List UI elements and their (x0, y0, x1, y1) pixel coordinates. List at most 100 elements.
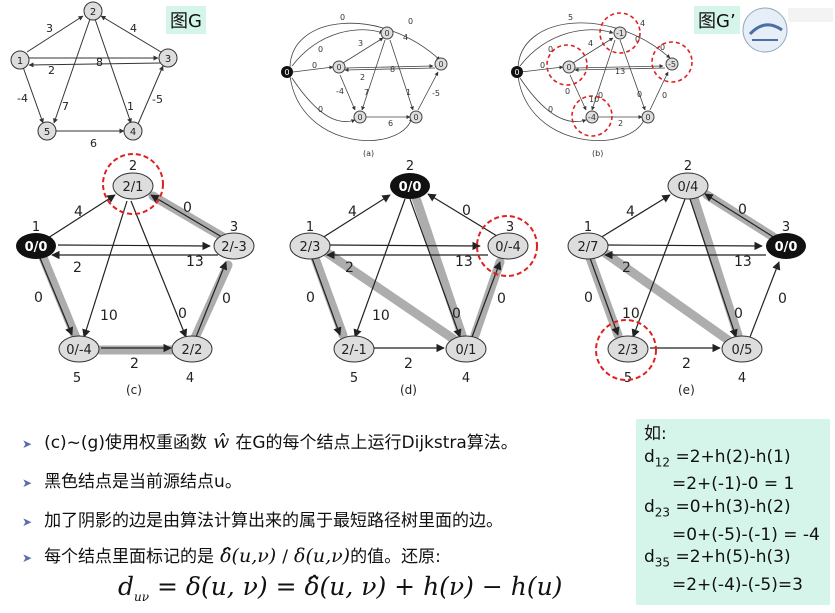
edge-weight: 10 (589, 95, 599, 104)
graph-node: 0/0 (775, 240, 798, 255)
delta-symbol: δ(u,ν) (287, 545, 351, 567)
node-id: 3 (506, 220, 514, 235)
graph-node: 3 (165, 54, 171, 65)
graph-node: 2/-1 (341, 343, 367, 358)
restore-formula: duν = δ(u, ν) = δ̂(u, ν) + h(ν) − h(u) (118, 572, 562, 604)
node-id: 1 (306, 220, 314, 235)
edge-weight: 0 (637, 90, 642, 99)
node-id: 3 (782, 220, 790, 235)
graph-node: 0 (357, 113, 362, 122)
highlight-circle (476, 215, 538, 277)
label-graph-g: 图G (166, 6, 206, 34)
edge-weight: 2 (130, 356, 139, 372)
edge-weight: 2 (360, 73, 365, 82)
bullet-text: 每个结点里面标记的是 (44, 547, 215, 567)
edge-weight: 6 (90, 137, 97, 150)
bullet-arrow-icon: ➤ (22, 551, 33, 565)
edge-weight: 13 (186, 254, 204, 270)
example-box: 如: d12 =2+h(2)-h(1) =2+(-1)-0 = 1 d23 =0… (636, 419, 830, 605)
edge-weight: 0 (222, 291, 231, 307)
edge-weight: 0 (306, 290, 315, 306)
edge-weight: 7 (364, 88, 369, 97)
edge-weight: 7 (62, 100, 69, 113)
university-logo (742, 7, 833, 53)
node-id: 5 (350, 371, 358, 386)
node-id: 5 (624, 371, 632, 386)
node-id: 4 (738, 371, 746, 386)
highlight-circles (546, 12, 693, 137)
caption-b: (b) (592, 149, 603, 158)
edge-weight: 0 (452, 306, 461, 322)
graph-node: 0 (514, 68, 519, 77)
edge-weight: 0 (660, 43, 665, 52)
edge-weight: 8 (96, 56, 103, 69)
edge-weight: 10 (100, 308, 118, 324)
caption-e: (e) (678, 383, 695, 397)
edge-weight: 0 (778, 291, 787, 307)
graph-b: 5 0 4 0 13 0 0 10 0 0 2 0 0 4 0 0 0 -1 -… (511, 12, 693, 158)
edge-weight: 3 (46, 22, 53, 35)
edge-weight: 3 (358, 39, 363, 48)
edge-weight: 0 (497, 291, 506, 307)
graph-node: 0 (384, 29, 389, 38)
node-id: 4 (462, 371, 470, 386)
edge-weight: 10 (372, 308, 390, 324)
panel-c: 4 0 13 2 0 10 0 0 2 0/0 2/1 2/-3 2/2 0/-… (16, 153, 255, 397)
bullet-text: 加了阴影的边是由算法计算出来的属于最短路径树里面的边。 (44, 511, 504, 531)
bullet-text: 在G的每个结点上运行Dijkstra算法。 (235, 433, 518, 453)
edge-weight: 0 (318, 105, 323, 114)
edge-weight: 0 (183, 200, 192, 216)
node-id: 2 (406, 159, 414, 174)
graph-node: 2/2 (182, 343, 203, 358)
edge-weight: -4 (17, 92, 28, 105)
example-d35-line2: =2+(-4)-(-5)=3 (672, 575, 803, 596)
edge-weight: 0 (584, 290, 593, 306)
example-d12-line1: d12 =2+h(2)-h(1) (644, 446, 791, 469)
edge-weight: 4 (348, 204, 357, 220)
graph-node: 1 (17, 56, 23, 67)
example-d12-line2: =2+(-1)-0 = 1 (672, 474, 795, 495)
edge-weight: 0 (548, 105, 553, 114)
edge-weight: -5 (152, 93, 163, 106)
node-id: 2 (684, 159, 692, 174)
edge-weight: 0 (178, 306, 187, 322)
graph-node: -4 (588, 113, 596, 122)
graph-node: -1 (616, 29, 624, 38)
edge-weight: 0 (565, 87, 570, 96)
edge-weight: 1 (127, 100, 134, 113)
graph-node: 2/3 (618, 343, 639, 358)
graph-node: 0/1 (456, 343, 477, 358)
bullet-1: ➤ (c)~(g)使用权重函数 ŵ 在G的每个结点上运行Dijkstra算法。 (22, 428, 518, 453)
edge-weight: 5 (568, 13, 573, 22)
edge-weight: 4 (626, 204, 635, 220)
graph-node: 2/1 (123, 180, 144, 195)
edge-weight: 0 (34, 290, 43, 306)
edge-weight: 0 (340, 13, 345, 22)
edge-weight: 2 (48, 64, 55, 77)
highlight-circle (102, 153, 164, 215)
bullet-arrow-icon: ➤ (22, 437, 33, 451)
graph-node: 4 (130, 127, 136, 138)
node-id: 1 (584, 220, 592, 235)
edge-weight: 0 (540, 61, 545, 70)
edge-weight: 0 (408, 17, 413, 26)
graph-node: -5 (668, 60, 676, 69)
highlight-circle (595, 319, 657, 381)
edge-weight: 4 (588, 39, 593, 48)
graph-node: 0/5 (732, 343, 753, 358)
graph-node: 2/-3 (221, 240, 247, 255)
graph-node: 0/-4 (495, 240, 521, 255)
edge-weight: 0 (318, 45, 323, 54)
panel-d: 4 0 13 2 0 10 0 0 2 2/3 0/0 0/-4 0/1 2/-… (289, 159, 538, 397)
bullet-text: (c)~(g)使用权重函数 (44, 433, 207, 453)
node-id: 3 (230, 220, 238, 235)
example-d35-line1: d35 =2+h(5)-h(3) (644, 547, 791, 570)
delta-hat-symbol: δ̂(u,ν) (214, 545, 283, 567)
graph-node: 0/4 (678, 180, 699, 195)
bullet-4: ➤ 每个结点里面标记的是 δ̂(u,ν) / δ(u,ν)的值。还原: (22, 542, 441, 567)
graph-g: 3 4 8 1 7 2 -4 -5 6 1 2 3 4 5 (10, 1, 178, 150)
graph-g-nodes: 1 2 3 4 5 (10, 1, 178, 141)
node-id: 1 (32, 220, 40, 235)
edge-weight: 10 (622, 306, 640, 322)
